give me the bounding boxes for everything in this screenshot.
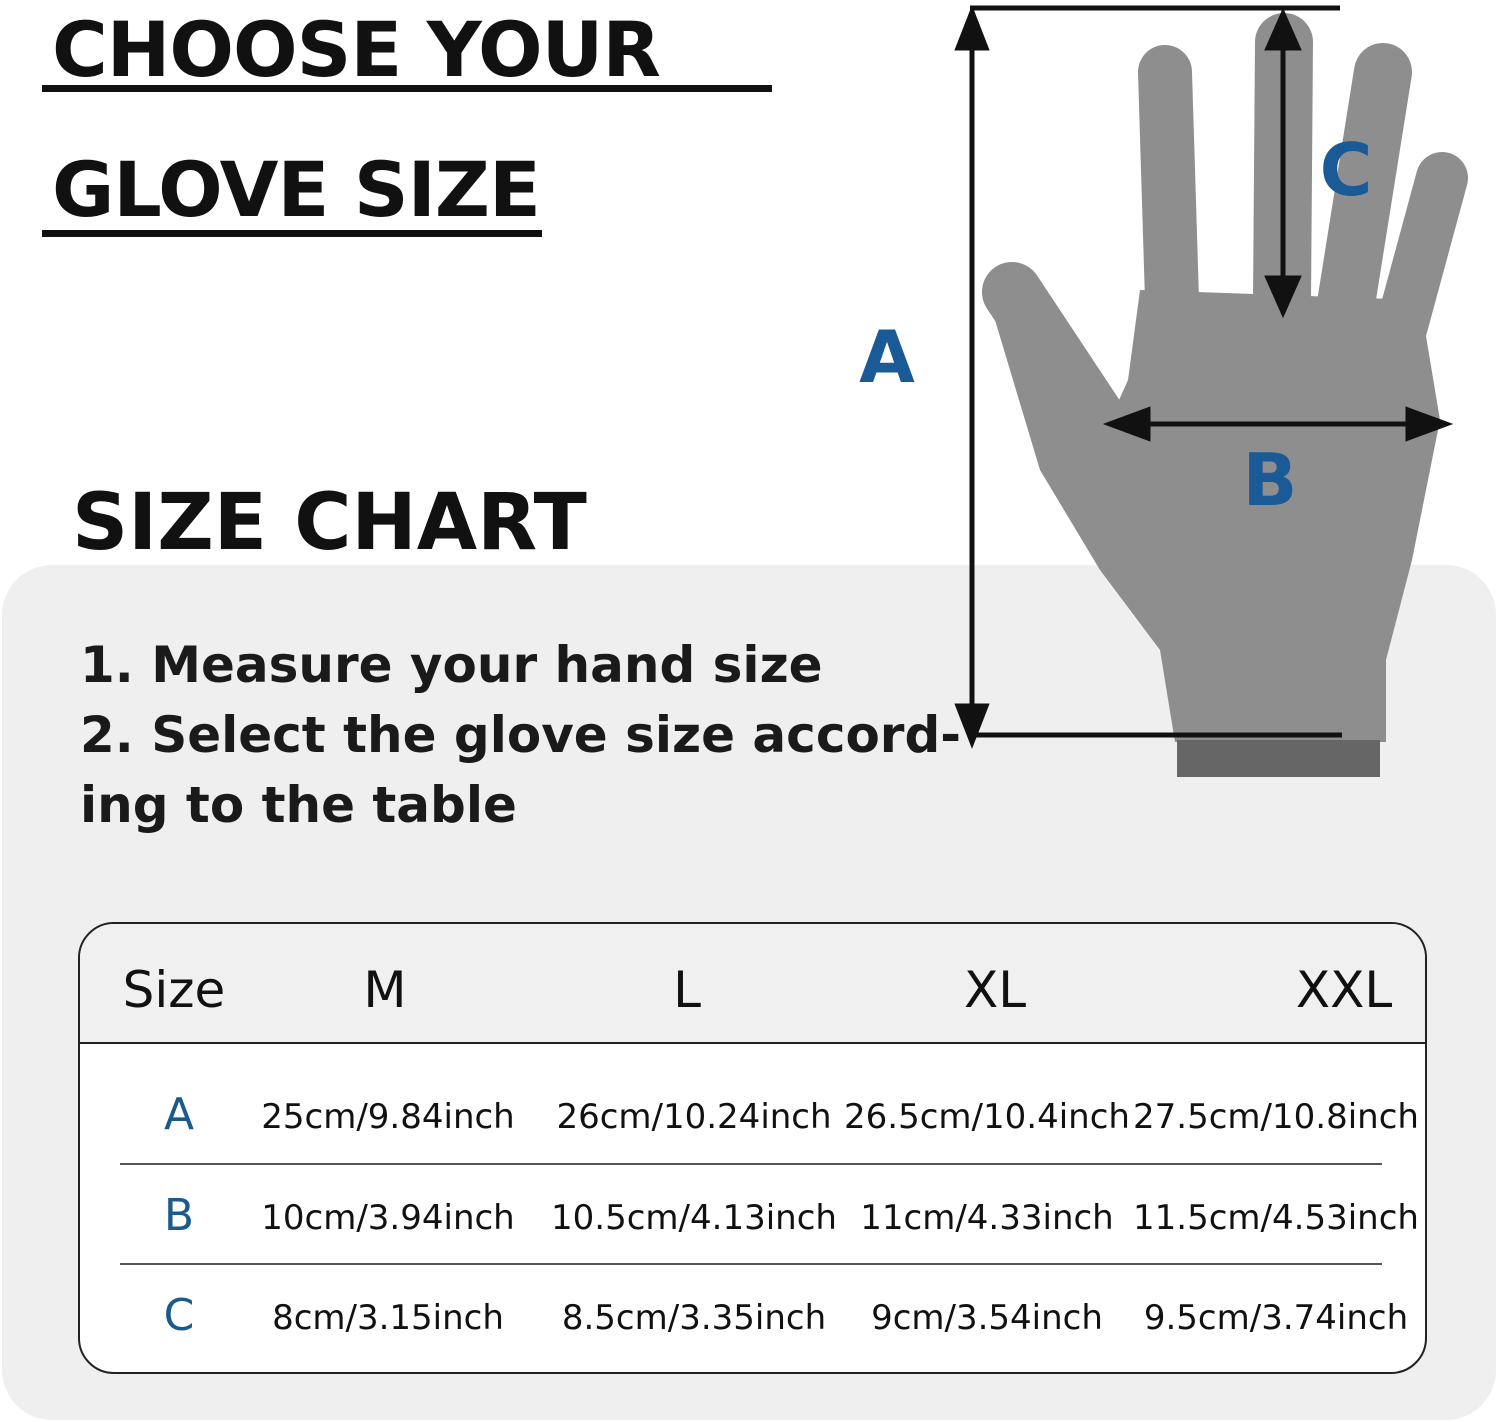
table-cell: 8.5cm/3.35inch — [561, 1298, 827, 1338]
hand-measurement-diagram: A B C — [859, 5, 1468, 777]
instruction-3: ing to the table — [80, 776, 517, 834]
table-cell: 26cm/10.24inch — [556, 1097, 832, 1137]
title-line-2: GLOVE SIZE — [52, 145, 541, 234]
instruction-2: 2. Select the glove size accord- — [80, 706, 962, 764]
row-label: B — [163, 1190, 195, 1241]
row-divider — [120, 1163, 1382, 1165]
instruction-1: 1. Measure your hand size — [80, 636, 823, 694]
table-cell: 9cm/3.54inch — [871, 1298, 1103, 1338]
cuff — [1177, 740, 1380, 777]
column-header-xl: XL — [963, 961, 1027, 1019]
label-a: A — [859, 315, 915, 399]
size-chart-title: SIZE CHART — [72, 478, 587, 568]
table-cell: 27.5cm/10.8inch — [1133, 1097, 1419, 1137]
label-c: C — [1320, 128, 1373, 212]
title-underline-1 — [42, 85, 772, 92]
title-underline-2 — [42, 230, 542, 237]
column-header-m: M — [363, 961, 407, 1019]
table-cell: 11cm/4.33inch — [860, 1198, 1114, 1238]
table-cell: 10.5cm/4.13inch — [551, 1198, 837, 1238]
table-cell: 25cm/9.84inch — [261, 1097, 515, 1137]
column-header-xxl: XXL — [1295, 961, 1393, 1019]
size-table: Size M L XL XXL A 25cm/9.84inch 26cm/10.… — [78, 922, 1427, 1374]
table-cell: 9.5cm/3.74inch — [1143, 1298, 1409, 1338]
table-cell: 11.5cm/4.53inch — [1133, 1198, 1419, 1238]
column-header-size: Size — [122, 961, 226, 1019]
row-divider — [120, 1263, 1382, 1265]
table-cell: 26.5cm/10.4inch — [844, 1097, 1130, 1137]
row-label: A — [163, 1089, 195, 1140]
row-label: C — [163, 1290, 195, 1341]
label-b: B — [1243, 438, 1298, 522]
table-header: Size M L XL XXL — [80, 924, 1425, 1044]
table-cell: 10cm/3.94inch — [261, 1198, 515, 1238]
title-line-1: CHOOSE YOUR — [52, 5, 661, 94]
table-cell: 8cm/3.15inch — [272, 1298, 504, 1338]
column-header-l: L — [673, 961, 701, 1019]
hand-icon — [982, 13, 1468, 742]
